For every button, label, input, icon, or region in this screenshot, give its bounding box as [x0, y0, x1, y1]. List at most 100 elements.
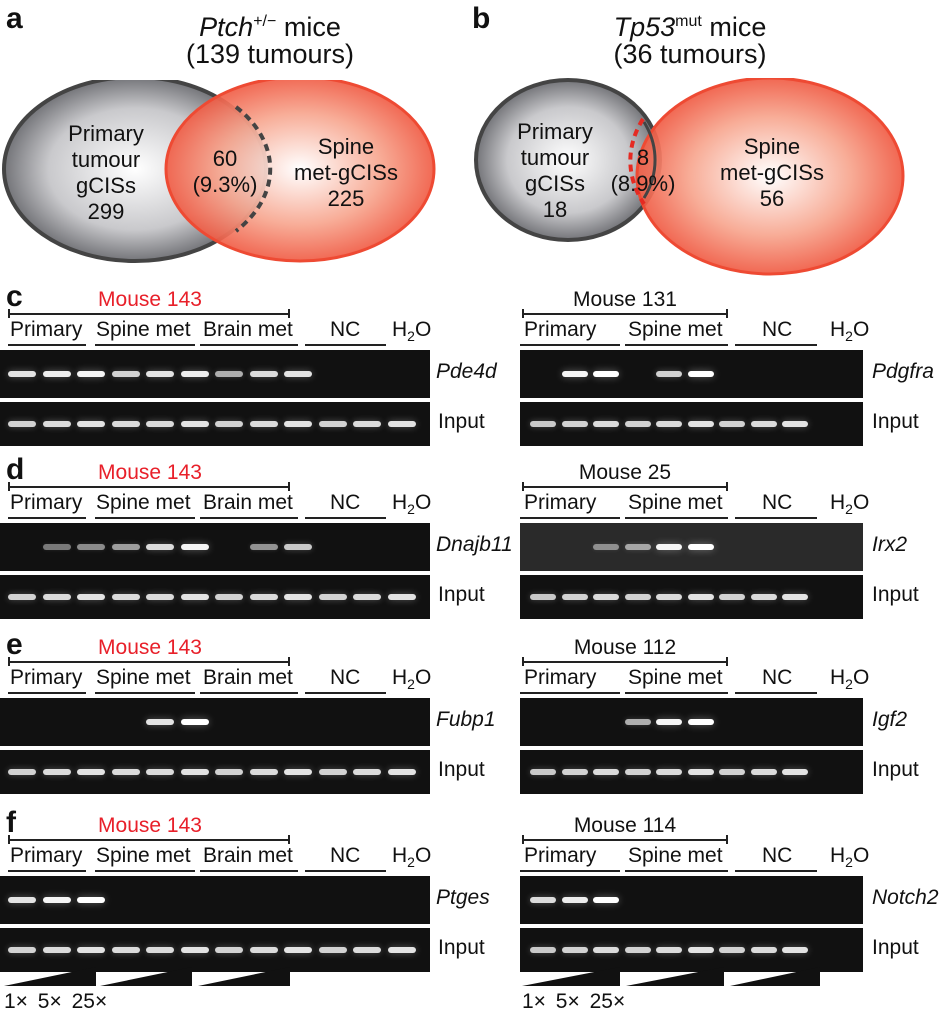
- gel-band: [180, 594, 209, 600]
- gel-band: [593, 421, 619, 427]
- h2o-o: O: [414, 318, 432, 341]
- h2o-h: H: [830, 491, 846, 514]
- panel-label-e: e: [6, 628, 23, 661]
- gel-band: [353, 947, 381, 953]
- lane-underline: [200, 517, 298, 519]
- venn-a-right-text: Spine met-gCISs 225: [286, 134, 406, 212]
- gel-band: [215, 594, 243, 600]
- dilution-wedge-shape: [100, 967, 192, 986]
- gene-label-right: Notch2: [872, 886, 939, 909]
- gel-band: [687, 421, 714, 427]
- gel-band: [530, 947, 556, 953]
- dilution-wedge-shape: [198, 967, 290, 986]
- gel-band: [687, 947, 714, 953]
- lane-underline: [520, 692, 620, 694]
- gel-band: [318, 947, 347, 953]
- gel-band: [215, 371, 243, 377]
- venn-b-sup: mut: [675, 13, 702, 30]
- gel-band: [593, 594, 619, 600]
- lane-h2o-right: H2O: [830, 666, 869, 692]
- gel-band: [42, 594, 71, 600]
- dilution-wedge: [198, 967, 290, 986]
- venn-a-left-line3: gCISs: [76, 173, 136, 198]
- venn-a-title-rest: mice: [276, 12, 341, 42]
- gel-band: [530, 594, 556, 600]
- lane-nc-right: NC: [762, 318, 793, 341]
- h2o-sub: 2: [407, 854, 415, 871]
- h2o-sub: 2: [407, 328, 415, 345]
- gel-band: [687, 544, 714, 550]
- gel-target-left: [0, 523, 430, 571]
- gel-band: [42, 371, 71, 377]
- dilution-wedge-shape: [730, 967, 820, 986]
- venn-b-left-line2: tumour: [520, 145, 590, 170]
- h2o-sub: 2: [407, 676, 415, 693]
- panel-label-b: b: [472, 2, 491, 35]
- gel-band: [284, 594, 312, 600]
- venn-b-right-circle: [635, 78, 905, 276]
- gel-band: [687, 769, 714, 775]
- lane-brain-met: Brain met: [203, 318, 293, 341]
- gel-band: [624, 421, 651, 427]
- lane-underline: [200, 870, 298, 872]
- gel-band: [530, 897, 556, 903]
- gel-band: [353, 421, 381, 427]
- dilution-wedge-shape: [522, 967, 620, 986]
- dilution-wedge-shape: [626, 967, 724, 986]
- gel-band: [215, 947, 243, 953]
- panel-label-f: f: [6, 806, 16, 839]
- lane-spine-met: Spine met: [96, 844, 191, 867]
- gel-band: [530, 421, 556, 427]
- dilution-1x: 1×: [4, 990, 28, 1013]
- dilution-wedge-shape: [4, 967, 96, 986]
- mouse-label-left: Mouse 143: [98, 636, 202, 659]
- lane-spine-met-right: Spine met: [628, 318, 723, 341]
- venn-a-left-text: Primary tumour gCISs 299: [46, 121, 166, 225]
- gel-band: [249, 769, 278, 775]
- venn-a-overlap-count: 60: [212, 146, 238, 171]
- lane-underline: [8, 344, 86, 346]
- gel-band: [215, 769, 243, 775]
- h2o-h: H: [830, 318, 846, 341]
- bracket-tick: [8, 835, 10, 844]
- gel-band: [111, 421, 140, 427]
- gel-band: [111, 947, 140, 953]
- venn-b-overlap-text: 8 (8.9%): [603, 145, 683, 197]
- gel-band: [77, 371, 105, 377]
- gel-target-left: [0, 876, 430, 924]
- lane-underline: [520, 870, 620, 872]
- gel-band: [719, 594, 745, 600]
- mouse-label-right: Mouse 25: [578, 461, 672, 484]
- gel-band: [284, 769, 312, 775]
- gel-band: [146, 719, 174, 725]
- gel-band: [561, 947, 588, 953]
- lane-underline: [735, 692, 817, 694]
- bracket-tick: [726, 482, 728, 491]
- h2o-sub: 2: [845, 328, 853, 345]
- h2o-o: O: [852, 491, 870, 514]
- mouse-label-right: Mouse 114: [573, 814, 677, 837]
- venn-b-right-line2: met-gCISs: [720, 160, 824, 185]
- mouse-bracket-right: [522, 839, 728, 841]
- dilution-25x-right: 25×: [589, 990, 626, 1013]
- gel-band: [719, 769, 745, 775]
- lane-underline: [95, 344, 195, 346]
- gel-target-left: [0, 698, 430, 746]
- h2o-h: H: [830, 666, 846, 689]
- lane-spine-met: Spine met: [96, 491, 191, 514]
- lane-underline: [735, 517, 817, 519]
- lane-underline: [8, 517, 86, 519]
- lane-underline: [735, 870, 817, 872]
- venn-a-right-circle: [164, 80, 436, 263]
- gene-label-left: Fubp1: [436, 708, 496, 731]
- gel-band: [593, 544, 619, 550]
- lane-brain-met: Brain met: [203, 666, 293, 689]
- panel-label-c: c: [6, 280, 23, 313]
- mouse-label-right: Mouse 112: [573, 636, 677, 659]
- gel-band: [284, 371, 312, 377]
- gel-band: [750, 947, 777, 953]
- gel-band: [42, 947, 71, 953]
- gel-band: [593, 897, 619, 903]
- lane-underline: [520, 344, 620, 346]
- gel-input-left: [0, 750, 430, 794]
